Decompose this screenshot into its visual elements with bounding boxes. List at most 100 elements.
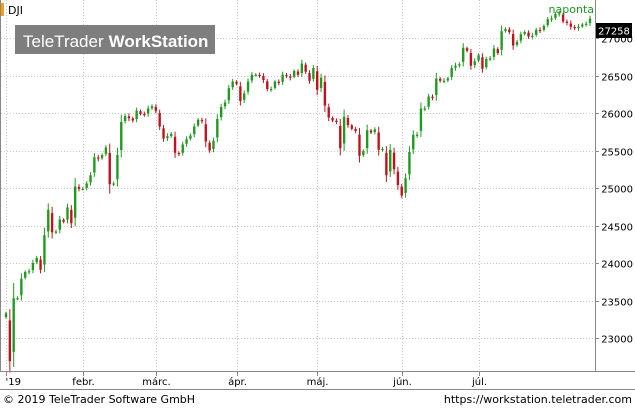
- candle-body: [135, 110, 138, 120]
- candle-body: [277, 81, 280, 83]
- candle-body: [66, 207, 69, 220]
- candle-body: [331, 117, 334, 121]
- candle-body: [373, 129, 377, 133]
- logo-product: WorkStation: [109, 32, 209, 51]
- x-tick-label: jún.: [392, 376, 412, 388]
- candle-body: [511, 34, 515, 46]
- candle-body: [538, 29, 542, 32]
- candle-body: [415, 134, 419, 136]
- candle-body: [458, 64, 461, 66]
- candle-body: [166, 136, 169, 139]
- candle-body: [542, 26, 546, 30]
- candle-body: [200, 119, 204, 122]
- candle-body: [77, 186, 81, 189]
- candle-body: [323, 81, 327, 106]
- candle-body: [239, 86, 242, 101]
- candle-body: [50, 213, 54, 233]
- candle-body: [139, 111, 142, 114]
- footer-copyright: © 2019 TeleTrader Software GmbH: [3, 393, 195, 406]
- candle-body: [143, 113, 146, 116]
- y-tick-label: 24500: [601, 223, 633, 234]
- candle-body: [339, 125, 342, 149]
- candle-body: [496, 49, 499, 53]
- candle-body: [438, 78, 442, 81]
- candle-body: [354, 129, 357, 131]
- candle-body: [212, 140, 215, 150]
- candle-body: [304, 64, 307, 72]
- candle-body: [73, 186, 77, 218]
- candle-body: [581, 24, 584, 27]
- candle-body: [120, 122, 123, 151]
- candle-body: [350, 125, 353, 129]
- candle-body: [185, 139, 188, 144]
- candle-body: [254, 74, 257, 76]
- candle-body: [442, 80, 446, 82]
- candle-body: [216, 119, 219, 138]
- candle-body: [108, 153, 111, 185]
- candle-body: [573, 26, 576, 29]
- y-tick-label: 23500: [601, 298, 633, 309]
- candle-body: [170, 134, 173, 136]
- candle-body: [281, 74, 284, 82]
- candle-body: [519, 34, 523, 41]
- candle-body: [204, 124, 207, 142]
- candle-body: [508, 29, 511, 32]
- candle-body: [362, 151, 365, 156]
- footer-url-link[interactable]: https://workstation.teletrader.com: [444, 393, 632, 406]
- candle-body: [266, 81, 269, 89]
- candle-body: [446, 78, 450, 81]
- candle-body: [296, 71, 300, 75]
- candle-body: [561, 14, 565, 22]
- candlestick-series: [4, 10, 592, 373]
- y-tick-label: 25500: [601, 148, 633, 159]
- candle-body: [485, 59, 488, 68]
- candle-body: [369, 130, 373, 133]
- candle-body: [262, 76, 265, 80]
- candle-body: [173, 136, 177, 153]
- y-tick-label: 24000: [601, 260, 633, 271]
- candle-body: [392, 152, 396, 170]
- candle-body: [104, 147, 108, 154]
- candle-body: [550, 18, 553, 20]
- candle-body: [577, 26, 580, 29]
- x-tick-label: márc.: [142, 376, 170, 388]
- candle-body: [127, 116, 131, 119]
- candle-body: [358, 134, 361, 156]
- candle-body: [462, 47, 465, 62]
- candle-body: [404, 178, 407, 193]
- candle-body: [39, 259, 42, 270]
- candle-body: [246, 81, 250, 92]
- candle-body: [100, 155, 104, 159]
- candle-body: [300, 63, 304, 74]
- candle-body: [431, 96, 434, 98]
- candle-body: [335, 120, 338, 122]
- candle-body: [227, 88, 231, 101]
- candle-body: [500, 31, 503, 50]
- candle-body: [85, 183, 88, 188]
- candle-body: [20, 278, 23, 296]
- candle-body: [419, 108, 423, 131]
- candle-body: [8, 320, 12, 362]
- candle-body: [16, 298, 19, 300]
- candle-body: [243, 93, 246, 100]
- candle-body: [235, 81, 238, 84]
- candle-body: [527, 32, 530, 37]
- x-axis-ticks: '19 febr. márc. ápr. máj. jún. júl.: [6, 371, 487, 388]
- candle-body: [523, 32, 526, 34]
- candle-body: [162, 128, 165, 139]
- candle-body: [54, 231, 58, 233]
- candle-body: [289, 76, 292, 78]
- candle-body: [435, 78, 438, 96]
- candle-body: [535, 29, 538, 35]
- candle-body: [473, 61, 476, 66]
- last-value-text: 27258: [598, 27, 630, 38]
- candle-body: [250, 74, 254, 81]
- candle-body: [177, 152, 181, 155]
- period-label[interactable]: naponta: [549, 3, 594, 16]
- candle-body: [258, 74, 261, 77]
- candle-body: [408, 152, 411, 175]
- candle-body: [27, 271, 31, 273]
- candle-body: [89, 175, 92, 183]
